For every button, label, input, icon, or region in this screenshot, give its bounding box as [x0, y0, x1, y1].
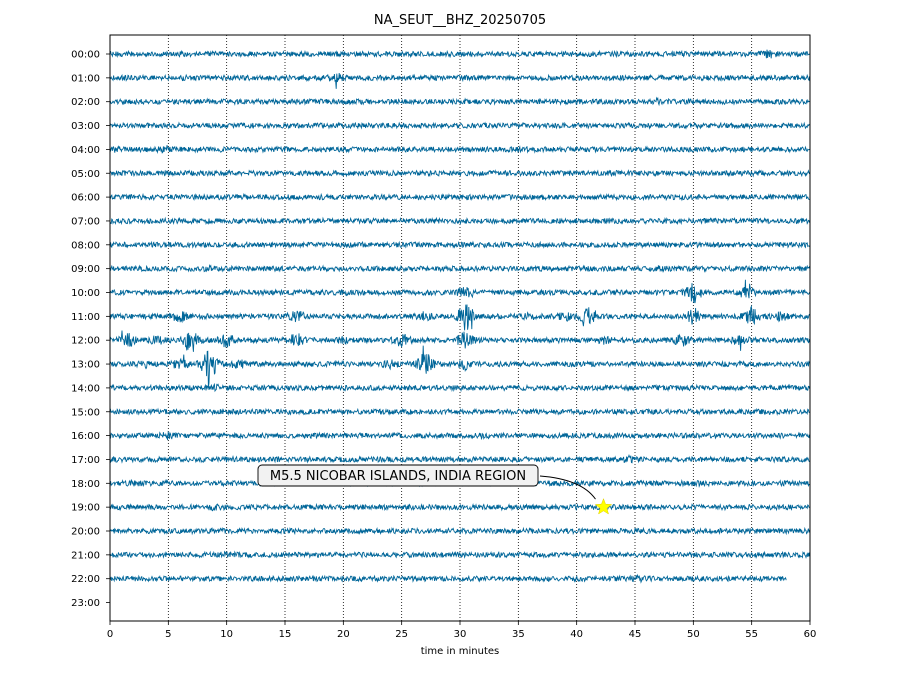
trace-07-00 [109, 216, 811, 226]
annotation-label: M5.5 NICOBAR ISLANDS, INDIA REGION [270, 469, 526, 484]
y-tick-label: 19:00 [71, 503, 100, 514]
trace-16-00 [109, 430, 811, 441]
trace-05-00 [109, 169, 811, 178]
y-tick-label: 04:00 [71, 145, 100, 156]
y-tick-label: 12:00 [71, 336, 100, 347]
trace-17-00 [109, 453, 810, 464]
star-marker [594, 497, 613, 515]
traces [109, 49, 811, 584]
trace-01-00 [109, 72, 811, 89]
x-tick-label: 40 [570, 629, 583, 640]
y-tick-label: 13:00 [71, 360, 100, 371]
trace-12-00 [109, 330, 811, 352]
x-tick-label: 0 [107, 629, 113, 640]
y-axis: 00:00 01:00 02:00 03:00 04:00 05:00 06:00 07:00… [71, 50, 110, 609]
trace-10-00 [109, 279, 811, 304]
event-annotation: M5.5 NICOBAR ISLANDS, INDIA REGION [257, 464, 613, 515]
y-tick-label: 17:00 [71, 455, 100, 466]
y-tick-label: 01:00 [71, 73, 100, 84]
x-axis-label: time in minutes [421, 646, 500, 657]
y-tick-label: 18:00 [71, 479, 100, 490]
trace-14-00 [109, 382, 811, 393]
trace-06-00 [109, 192, 810, 202]
x-tick-label: 55 [745, 629, 758, 640]
x-tick-label: 10 [220, 629, 233, 640]
y-tick-label: 05:00 [71, 169, 100, 180]
x-axis: 0 5 10 15 20 25 30 35 40 45 50 55 60 [107, 621, 817, 640]
trace-03-00 [109, 121, 810, 130]
y-tick-label: 11:00 [71, 312, 100, 323]
plot-area [110, 35, 810, 621]
x-tick-label: 25 [395, 629, 408, 640]
trace-08-00 [109, 240, 810, 249]
trace-19-00 [109, 502, 810, 512]
y-tick-label: 07:00 [71, 216, 100, 227]
y-tick-label: 14:00 [71, 383, 100, 394]
annotation-connector [539, 475, 596, 500]
y-tick-label: 10:00 [71, 288, 100, 299]
y-tick-label: 06:00 [71, 193, 100, 204]
y-tick-label: 16:00 [71, 431, 100, 442]
y-tick-label: 03:00 [71, 121, 100, 132]
y-tick-label: 09:00 [71, 264, 100, 275]
trace-11-00 [109, 304, 810, 331]
y-tick-label: 23:00 [71, 598, 100, 609]
y-tick-label: 02:00 [71, 97, 100, 108]
x-tick-label: 35 [512, 629, 525, 640]
trace-04-00 [109, 145, 810, 154]
y-tick-label: 21:00 [71, 550, 100, 561]
trace-13-00 [109, 345, 811, 388]
trace-02-00 [109, 96, 810, 107]
y-tick-label: 15:00 [71, 407, 100, 418]
chart-title: NA_SEUT__BHZ_20250705 [374, 13, 546, 28]
trace-20-00 [109, 526, 811, 536]
x-tick-label: 15 [279, 629, 292, 640]
x-tick-label: 50 [687, 629, 700, 640]
x-tick-label: 20 [337, 629, 350, 640]
x-tick-label: 5 [165, 629, 171, 640]
trace-09-00 [109, 264, 811, 273]
x-tick-label: 60 [804, 629, 817, 640]
y-tick-label: 22:00 [71, 574, 100, 585]
trace-00-00 [110, 49, 810, 59]
trace-22-00 [109, 573, 787, 584]
x-tick-label: 30 [454, 629, 467, 640]
y-tick-label: 08:00 [71, 240, 100, 251]
trace-15-00 [109, 407, 810, 416]
y-tick-label: 00:00 [71, 50, 100, 61]
annotation-box [257, 464, 539, 487]
trace-21-00 [109, 550, 811, 559]
x-tick-label: 45 [629, 629, 642, 640]
y-tick-label: 20:00 [71, 527, 100, 538]
